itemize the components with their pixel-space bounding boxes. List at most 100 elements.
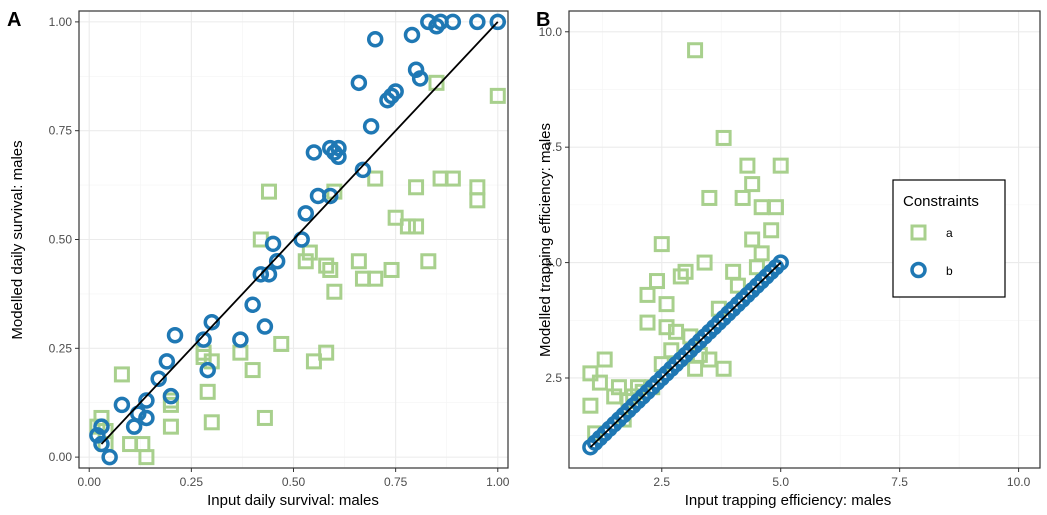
point-a-b bbox=[677, 263, 694, 280]
point-a-a bbox=[469, 192, 486, 209]
point-b-a bbox=[150, 370, 167, 388]
point-a-a bbox=[326, 283, 343, 300]
point-b-a bbox=[469, 13, 486, 31]
point-a-a bbox=[420, 253, 437, 270]
point-b-a bbox=[387, 83, 404, 100]
y-tick-label-a: 0.25 bbox=[49, 341, 73, 355]
x-tick-label-b: 10.0 bbox=[1007, 475, 1031, 489]
point-b-a bbox=[403, 26, 421, 44]
point-a-b bbox=[715, 360, 732, 377]
legend: Constraints a b bbox=[892, 179, 1006, 298]
point-a-a bbox=[113, 366, 130, 383]
point-b-a bbox=[297, 205, 315, 222]
point-a-b bbox=[582, 365, 599, 382]
point-a-b bbox=[591, 374, 608, 391]
point-b-a bbox=[138, 392, 155, 409]
point-b-a bbox=[195, 331, 212, 348]
point-a-a bbox=[138, 449, 155, 466]
y-tick-label-a: 0.50 bbox=[49, 233, 73, 247]
x-tick-label-a: 0.25 bbox=[180, 475, 204, 489]
point-b-a bbox=[129, 405, 147, 422]
point-a-a bbox=[305, 353, 322, 370]
point-a-a bbox=[408, 218, 425, 235]
point-a-a bbox=[260, 183, 277, 200]
x-tick-label-b: 7.5 bbox=[891, 475, 908, 489]
point-b-a bbox=[93, 418, 110, 435]
x-axis-title-a: Input daily survival: males bbox=[207, 492, 379, 509]
x-tick-label-a: 0.75 bbox=[384, 475, 408, 489]
point-a-b bbox=[701, 189, 718, 206]
y-tick-label-a: 1.00 bbox=[49, 15, 73, 29]
point-b-a bbox=[162, 387, 180, 405]
point-b-a bbox=[256, 318, 274, 335]
point-a-b bbox=[744, 176, 761, 193]
point-a-b bbox=[639, 286, 656, 303]
point-a-b bbox=[729, 277, 746, 294]
point-b-a bbox=[166, 327, 184, 344]
identity-line-a bbox=[100, 21, 499, 445]
point-a-b bbox=[658, 296, 675, 313]
point-a-a bbox=[350, 253, 367, 270]
point-a-b bbox=[734, 189, 751, 206]
panel-a: A 0.00 0.25 0.50 0.75 1.00 0.00 0.25 0.50 0.75 1.… bbox=[7, 9, 510, 509]
point-b-a bbox=[199, 361, 216, 379]
point-a-b bbox=[610, 379, 627, 396]
point-b-a bbox=[411, 70, 429, 87]
point-b-a bbox=[113, 396, 131, 414]
point-b-a bbox=[305, 144, 323, 161]
point-a-a bbox=[301, 244, 318, 261]
point-a-a bbox=[199, 383, 216, 400]
point-a-a bbox=[318, 257, 335, 274]
point-b-a bbox=[366, 31, 384, 48]
point-a-b bbox=[649, 273, 666, 290]
point-a-a bbox=[297, 253, 314, 270]
point-b-a bbox=[158, 353, 176, 370]
plot-area-a: 0.00 0.25 0.50 0.75 1.00 0.00 0.25 0.50 0.75 1.00 bbox=[49, 10, 510, 489]
legend-key-b-circle-icon bbox=[910, 261, 927, 279]
point-a-b bbox=[653, 236, 670, 253]
plot-frame-a bbox=[78, 10, 509, 469]
point-a-a bbox=[256, 409, 273, 426]
legend-key-a-square-icon bbox=[910, 224, 927, 241]
point-a-b bbox=[772, 157, 789, 174]
plot-frame-b bbox=[568, 10, 1041, 469]
point-b-a bbox=[350, 74, 368, 92]
point-b-a bbox=[444, 13, 462, 31]
point-b-a bbox=[268, 253, 286, 270]
point-a-a bbox=[367, 270, 384, 287]
point-a-a bbox=[387, 209, 404, 226]
point-a-a bbox=[273, 335, 290, 352]
point-a-b bbox=[753, 245, 770, 262]
x-tick-label-a: 1.00 bbox=[486, 475, 510, 489]
point-b-a bbox=[244, 296, 261, 314]
point-a-b bbox=[663, 342, 680, 359]
point-b-a bbox=[293, 231, 310, 248]
point-a-b bbox=[687, 42, 704, 59]
point-a-a bbox=[408, 179, 425, 196]
legend-label-b: b bbox=[946, 264, 953, 278]
point-b-a bbox=[101, 448, 118, 466]
point-a-b bbox=[639, 314, 656, 331]
point-b-a bbox=[89, 427, 106, 444]
point-a-b bbox=[715, 129, 732, 146]
point-a-a bbox=[367, 170, 384, 187]
point-b-a bbox=[232, 331, 249, 348]
x-axis-title-b: Input trapping efficiency: males bbox=[685, 492, 892, 509]
y-tick-label-b: 2.5 bbox=[545, 371, 562, 385]
point-b-a bbox=[252, 266, 270, 283]
y-axis-title-b: Modelled trapping efficiency: males bbox=[537, 123, 554, 357]
point-b-a bbox=[260, 266, 278, 283]
point-a-b bbox=[696, 254, 713, 271]
point-a-b bbox=[739, 157, 756, 174]
point-b-a bbox=[203, 313, 221, 331]
x-tick-label-b: 2.5 bbox=[653, 475, 670, 489]
point-a-a bbox=[162, 418, 179, 435]
point-a-b bbox=[672, 268, 689, 285]
point-a-a bbox=[428, 74, 445, 91]
point-a-b bbox=[763, 222, 780, 239]
point-b-a bbox=[93, 435, 110, 453]
panel-b-tag: B bbox=[536, 9, 550, 31]
point-b-a bbox=[322, 187, 339, 205]
legend-title: Constraints bbox=[903, 193, 979, 210]
